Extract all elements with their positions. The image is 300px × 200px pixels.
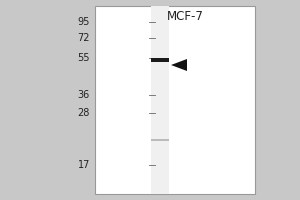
Bar: [95, 6, 255, 194]
Bar: [151, 58, 169, 62]
Bar: [151, 139, 169, 141]
Text: 72: 72: [77, 33, 90, 43]
Text: MCF-7: MCF-7: [167, 10, 203, 23]
Text: 28: 28: [78, 108, 90, 118]
Polygon shape: [171, 59, 187, 71]
Text: 55: 55: [77, 53, 90, 63]
Text: 17: 17: [78, 160, 90, 170]
Text: 36: 36: [78, 90, 90, 100]
Bar: [151, 6, 169, 194]
Text: 95: 95: [78, 17, 90, 27]
